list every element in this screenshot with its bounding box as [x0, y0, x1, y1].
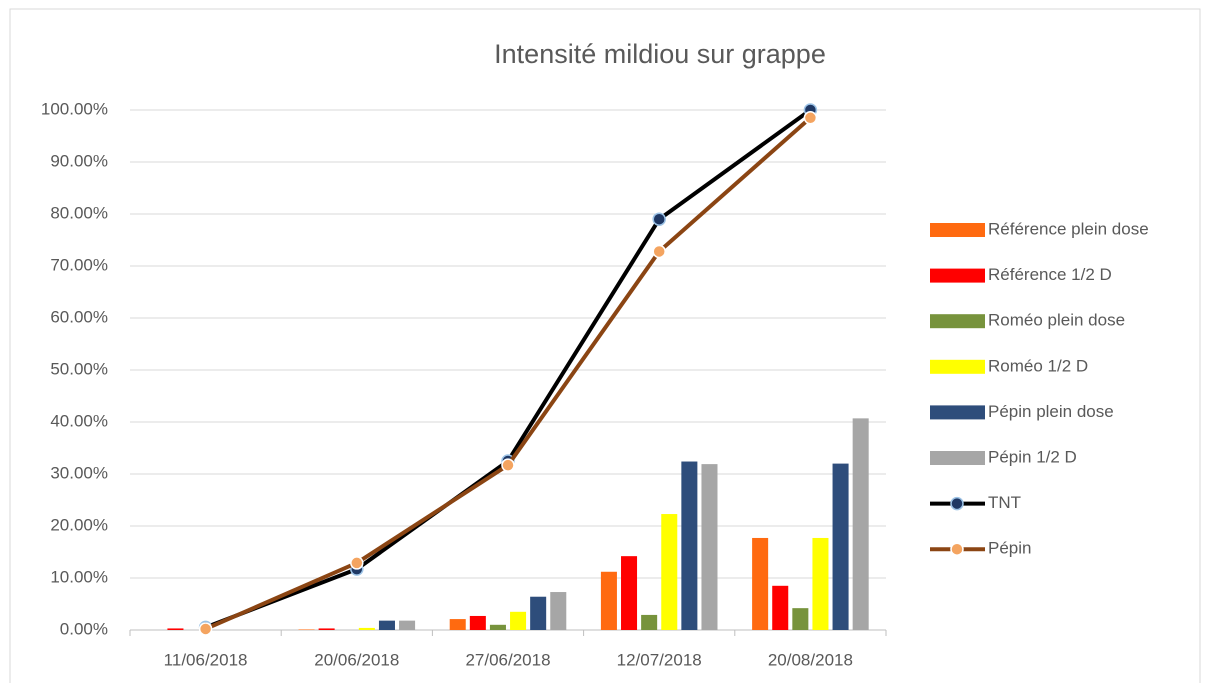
y-tick-label: 0.00%: [60, 619, 108, 638]
bar: [792, 608, 809, 630]
y-tick-label: 10.00%: [50, 567, 108, 586]
legend-swatch: [930, 223, 985, 237]
bar: [469, 615, 486, 630]
y-tick-label: 20.00%: [50, 515, 108, 534]
legend-swatch: [930, 314, 985, 329]
bar: [752, 537, 769, 630]
legend-label: Pépin 1/2 D: [988, 447, 1077, 466]
legend-label: Pépin: [988, 539, 1031, 558]
bar: [550, 592, 567, 630]
y-tick-label: 100.00%: [41, 99, 108, 118]
legend-label: Référence 1/2 D: [988, 265, 1112, 284]
legend-marker: [950, 542, 964, 556]
legend-swatch: [930, 268, 985, 283]
bar: [621, 556, 638, 630]
y-tick-label: 80.00%: [50, 203, 108, 222]
bar: [812, 537, 829, 630]
x-tick-label: 27/06/2018: [465, 650, 550, 669]
bar: [318, 628, 335, 630]
line-marker: [350, 556, 364, 570]
bar: [681, 461, 698, 630]
legend-swatch: [930, 405, 985, 420]
bar: [489, 624, 506, 630]
legend-label: Pépin plein dose: [988, 402, 1114, 421]
bar: [641, 614, 658, 630]
y-tick-label: 60.00%: [50, 307, 108, 326]
x-tick-label: 12/07/2018: [617, 650, 702, 669]
line-marker: [501, 458, 515, 472]
line: [204, 116, 812, 631]
bar: [358, 627, 375, 630]
line-marker: [652, 212, 666, 226]
line-marker: [198, 622, 213, 636]
bar: [661, 514, 678, 630]
bar: [832, 463, 849, 630]
legend-swatch: [930, 451, 985, 465]
legend-label: Référence plein dose: [988, 219, 1149, 238]
bar: [510, 611, 527, 630]
bar: [772, 585, 789, 630]
y-tick-label: 30.00%: [50, 463, 108, 482]
x-tick-label: 20/08/2018: [768, 650, 853, 669]
y-tick-label: 40.00%: [50, 411, 108, 430]
chart-border: [9, 8, 1201, 683]
legend-label: TNT: [988, 493, 1021, 512]
legend-label: Roméo plein dose: [988, 311, 1125, 330]
x-tick-label: 20/06/2018: [314, 650, 399, 669]
bar: [852, 418, 869, 630]
bar: [701, 464, 718, 630]
line-marker: [803, 111, 818, 125]
bar: [449, 619, 466, 630]
bar: [298, 629, 315, 630]
bar: [378, 620, 395, 630]
line: [204, 108, 812, 630]
line-marker: [652, 244, 666, 259]
bar: [399, 620, 416, 630]
y-tick-label: 70.00%: [50, 255, 108, 274]
bar: [600, 571, 617, 630]
x-tick-label: 11/06/2018: [164, 650, 248, 669]
y-tick-label: 50.00%: [50, 359, 108, 378]
y-tick-label: 90.00%: [50, 151, 108, 170]
chart-title: Intensité mildiou sur grappe: [494, 39, 826, 69]
bar: [167, 628, 184, 630]
bar: [530, 596, 547, 630]
legend-label: Roméo 1/2 D: [988, 356, 1088, 375]
legend-swatch: [930, 359, 985, 374]
legend-marker: [950, 496, 964, 511]
